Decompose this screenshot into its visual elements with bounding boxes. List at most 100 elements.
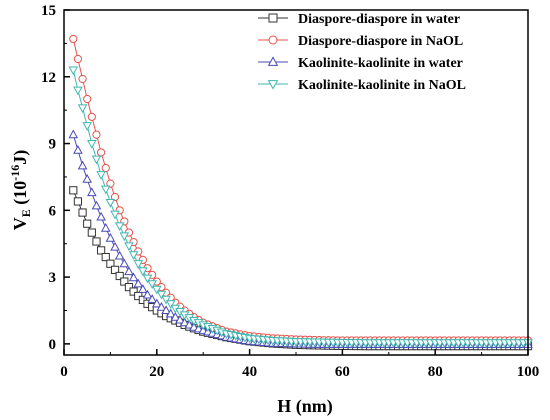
legend-marker <box>267 56 279 66</box>
data-point <box>91 200 102 210</box>
data-point <box>151 298 162 308</box>
data-point <box>87 112 96 121</box>
data-point <box>110 265 120 274</box>
data-point <box>184 319 195 329</box>
data-point <box>114 222 125 232</box>
data-point <box>73 197 83 206</box>
data-point <box>124 242 134 252</box>
data-point <box>83 94 92 104</box>
data-point <box>106 259 115 268</box>
legend-label: Kaolinite-kaolinite in water <box>298 56 463 71</box>
data-point <box>92 130 101 139</box>
data-point <box>129 287 138 296</box>
data-point <box>138 267 148 277</box>
data-point <box>110 210 120 220</box>
data-point <box>119 258 130 268</box>
data-point <box>106 179 115 188</box>
data-point <box>138 284 148 293</box>
data-point <box>82 122 93 131</box>
x-axis-title: H (nm) <box>277 396 333 417</box>
y-tick-label: 0 <box>49 337 57 353</box>
data-point <box>161 295 171 305</box>
x-tick-label: 0 <box>60 364 68 380</box>
data-point <box>69 34 78 44</box>
data-point <box>83 219 92 228</box>
data-point <box>133 260 144 269</box>
data-point <box>142 289 153 299</box>
y-tick-label: 15 <box>41 3 56 19</box>
data-point <box>73 145 83 154</box>
y-tick-label: 6 <box>49 203 57 219</box>
data-point <box>97 148 106 157</box>
data-point <box>87 139 97 149</box>
data-point <box>77 104 88 114</box>
data-point <box>100 222 111 232</box>
data-point <box>96 171 106 180</box>
data-point <box>189 321 199 331</box>
data-point <box>110 192 120 202</box>
data-point <box>114 250 125 260</box>
legend: Diaspore-diaspore in water Diaspore-diasp… <box>258 12 466 93</box>
x-tick-label: 40 <box>242 364 257 380</box>
data-point <box>87 228 96 237</box>
data-point <box>68 129 79 139</box>
data-point <box>91 155 102 165</box>
data-point <box>120 277 129 286</box>
legend-label: Diaspore-diaspore in NaOL <box>298 34 463 49</box>
data-point <box>128 251 139 261</box>
data-point <box>97 246 106 255</box>
axes: 0 20 40 60 80 100 0 3 6 9 12 15 <box>41 3 539 380</box>
data-point <box>78 74 87 84</box>
y-tick-label: 9 <box>49 137 57 153</box>
data-point <box>175 314 185 324</box>
legend-label: Diaspore-diaspore in water <box>298 12 460 27</box>
x-tick-label: 20 <box>149 364 164 380</box>
legend-label: Kaolinite-kaolinite in NaOL <box>298 78 466 93</box>
data-point <box>100 185 111 195</box>
data-point <box>193 323 204 333</box>
data-point <box>165 308 176 318</box>
plot-area <box>68 34 533 351</box>
data-point <box>124 283 134 292</box>
data-point <box>110 241 120 251</box>
data-point <box>124 266 134 276</box>
data-point <box>115 271 124 281</box>
data-point <box>179 317 190 327</box>
legend-marker <box>268 13 278 23</box>
data-point <box>165 300 176 309</box>
data-point <box>101 163 110 173</box>
y-tick-label: 12 <box>41 70 56 86</box>
data-point <box>101 252 110 262</box>
data-point <box>133 278 144 288</box>
data-point <box>156 290 167 300</box>
data-point <box>156 301 167 311</box>
y-axis-title: VE (10-16J) <box>8 150 33 231</box>
data-point <box>170 311 181 321</box>
data-point <box>92 237 101 246</box>
data-point <box>78 208 87 217</box>
data-point <box>77 160 88 170</box>
data-point <box>147 294 157 303</box>
data-point <box>87 187 97 197</box>
x-tick-label: 80 <box>428 364 443 380</box>
data-point <box>161 305 171 315</box>
data-point <box>82 173 93 183</box>
series-line-3 <box>72 134 528 345</box>
data-point <box>119 232 130 242</box>
data-point <box>73 86 83 96</box>
data-point <box>128 272 139 282</box>
x-tick-label: 60 <box>335 364 350 380</box>
y-tick-label: 3 <box>49 270 57 286</box>
data-point <box>105 232 116 242</box>
data-point <box>69 186 78 195</box>
data-point <box>96 211 106 221</box>
data-point <box>73 54 83 64</box>
data-point <box>68 66 79 76</box>
data-point <box>105 198 116 208</box>
legend-marker <box>268 35 278 45</box>
data-point <box>142 274 153 284</box>
x-tick-label: 100 <box>517 364 540 380</box>
data-point <box>147 280 157 289</box>
legend-marker <box>267 80 279 90</box>
data-point <box>151 285 162 295</box>
